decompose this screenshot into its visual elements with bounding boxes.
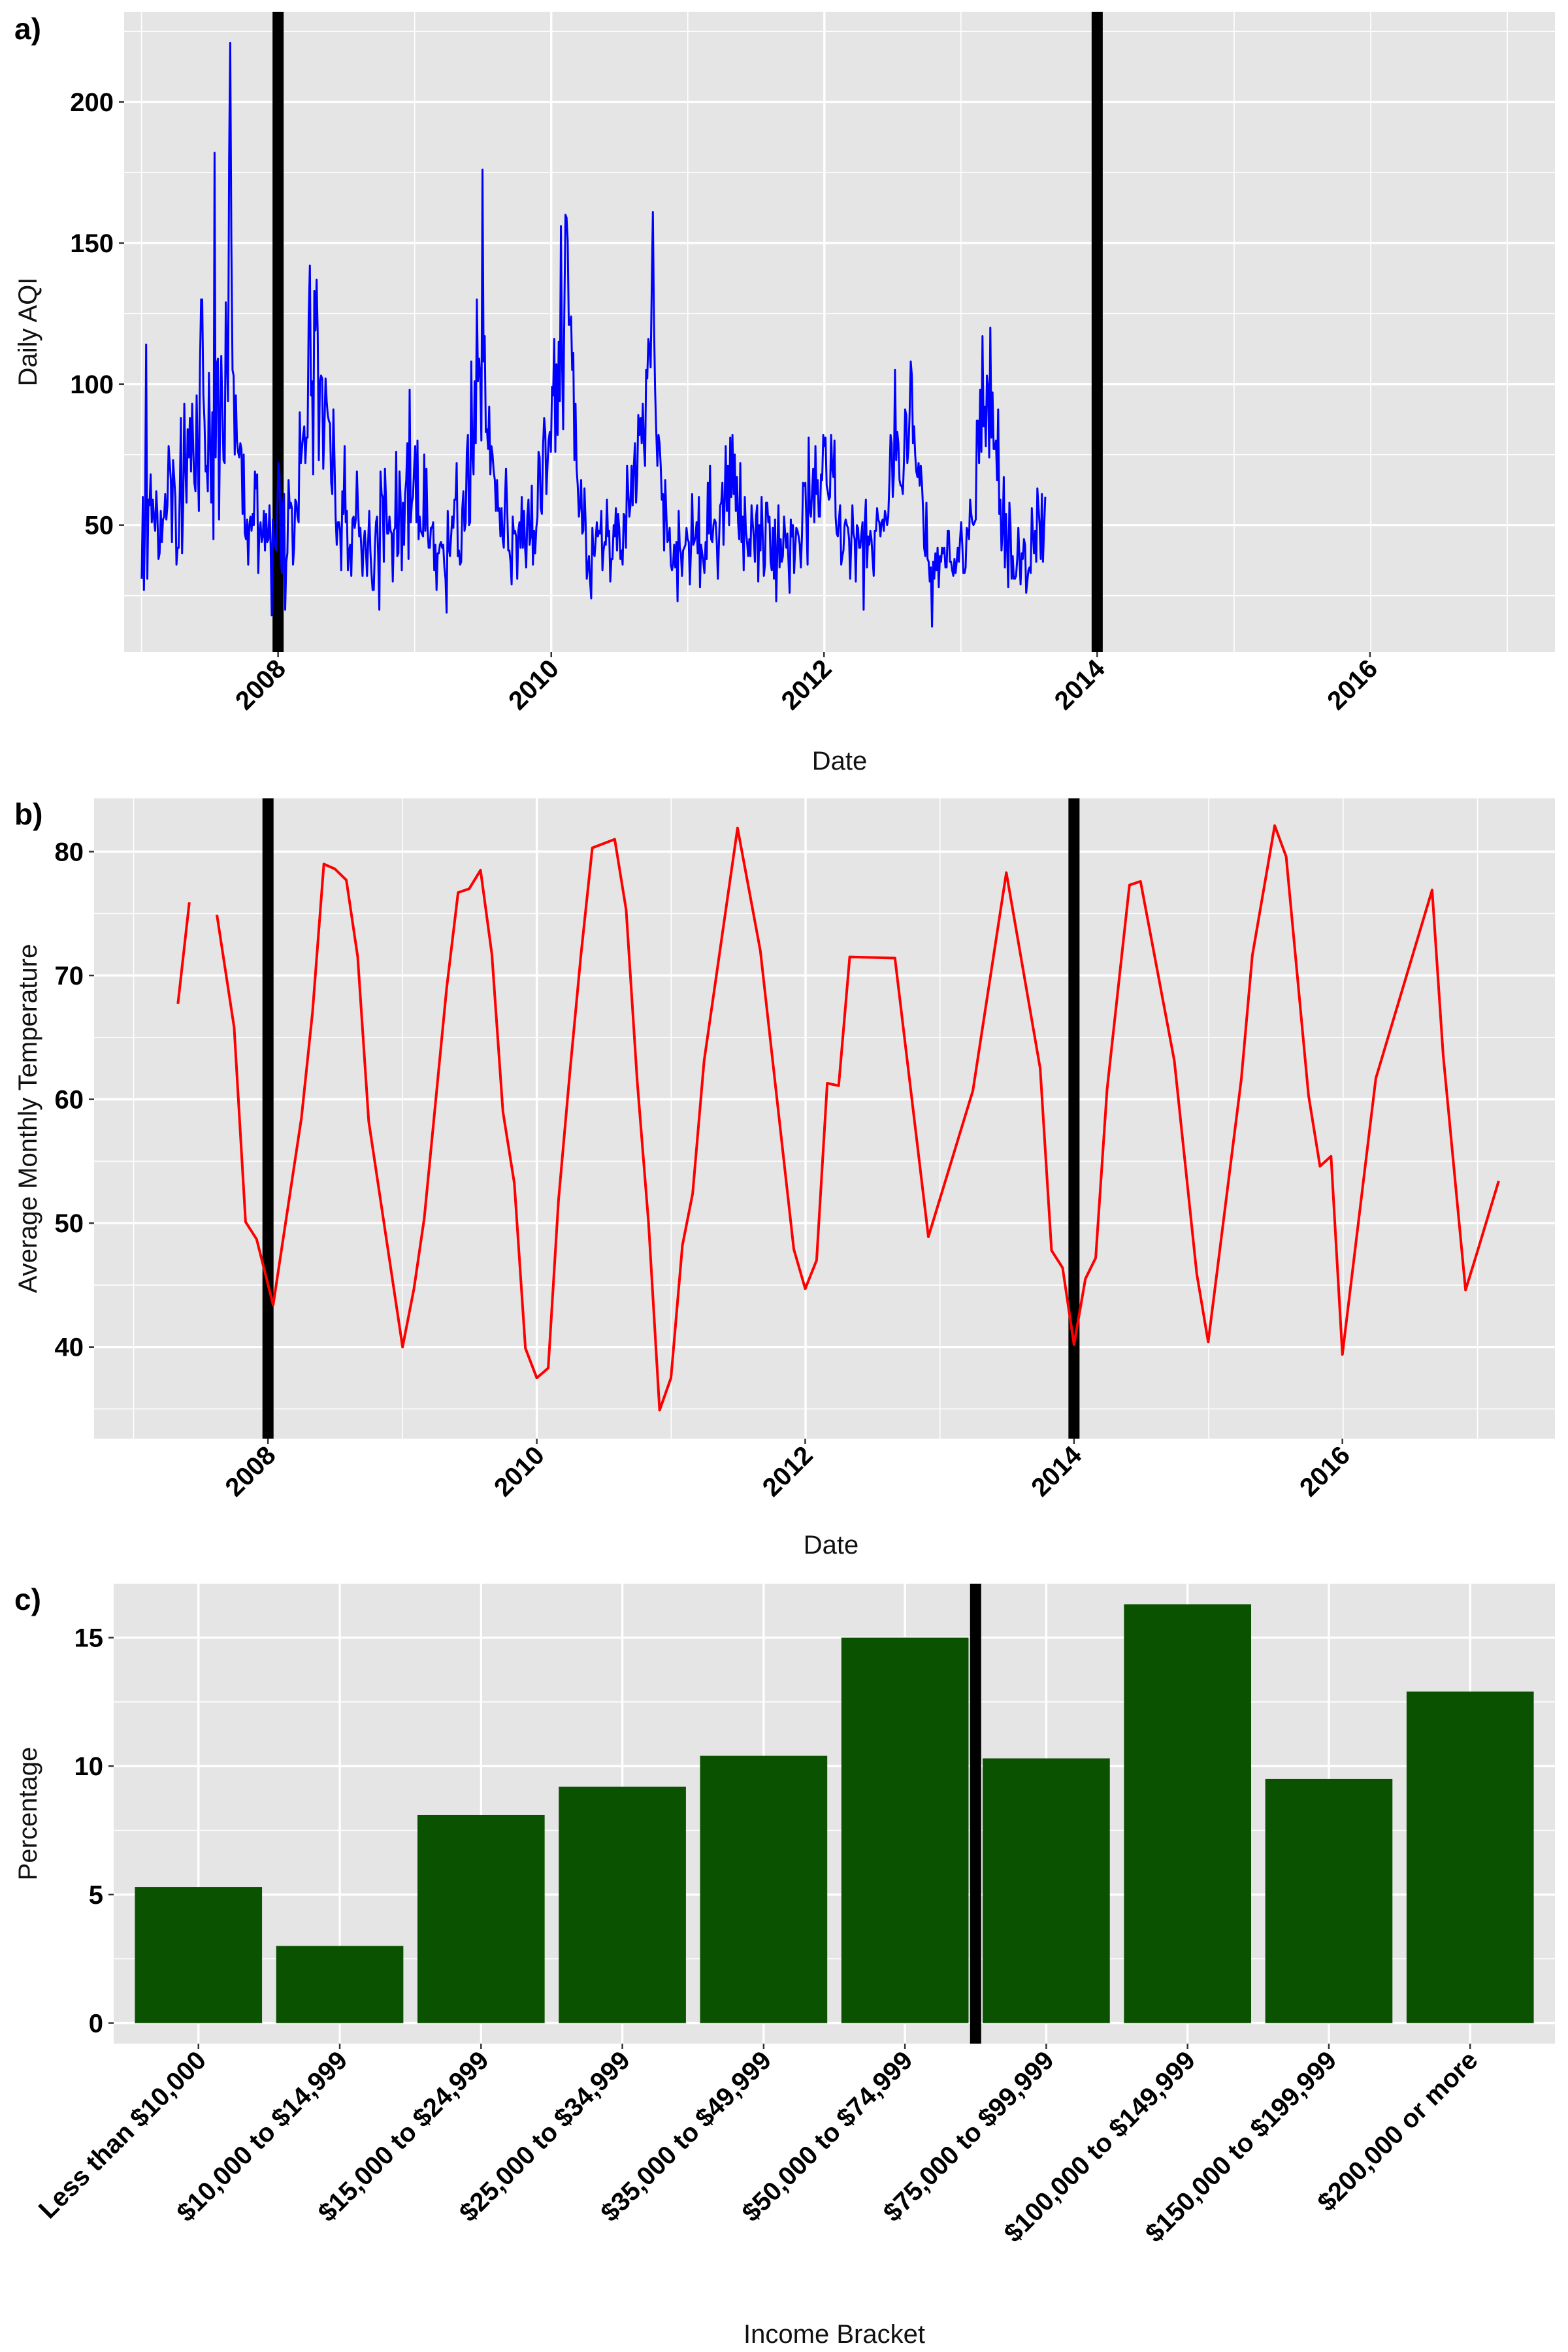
income-bar bbox=[135, 1887, 263, 2023]
y-tick-label: 0 bbox=[89, 2010, 103, 2038]
panel-b-x-axis-title: Date bbox=[804, 1531, 859, 1560]
x-tick-label: 2016 bbox=[1294, 1441, 1356, 1502]
panel-b-series bbox=[176, 824, 1500, 1412]
panel-c-x-ticks: Less than $10,000$10,000 to $14,999$15,0… bbox=[33, 2044, 1484, 2248]
panel-b-y-axis-title: Average Monthly Temperature bbox=[14, 944, 42, 1293]
panel-c-y-ticks: 0 5 10 15 bbox=[74, 1624, 114, 2038]
panel-c-y-axis-title: Percentage bbox=[14, 1747, 42, 1881]
x-tick-label: 2010 bbox=[503, 654, 564, 715]
panel-b-vlines bbox=[262, 798, 1080, 1439]
temperature-series-line bbox=[216, 824, 1500, 1412]
x-tick-label: 2014 bbox=[1026, 1441, 1088, 1503]
y-tick-label: 50 bbox=[55, 1209, 84, 1238]
y-tick-label: 5 bbox=[89, 1881, 103, 1910]
income-bar bbox=[1124, 1604, 1252, 2023]
x-tick-label: $200,000 or more bbox=[1312, 2046, 1483, 2217]
income-bar bbox=[841, 1637, 969, 2023]
panel-a-series bbox=[140, 42, 1047, 628]
aqi-series-line bbox=[140, 42, 1047, 628]
panel-a-y-axis-title: Daily AQI bbox=[14, 278, 42, 387]
x-tick-label: 2008 bbox=[220, 1441, 282, 1502]
y-tick-label: 40 bbox=[55, 1333, 84, 1362]
y-tick-label: 50 bbox=[85, 512, 114, 540]
panel-a-vlines bbox=[272, 12, 1103, 652]
panel-c-bars bbox=[135, 1604, 1534, 2023]
income-bar bbox=[559, 1786, 686, 2023]
panel-c-x-axis-title: Income Bracket bbox=[743, 2320, 925, 2349]
x-tick-label: 2016 bbox=[1322, 654, 1383, 715]
panel-a: a) 50 100 150 200 2008 2010 2012 2014 2016 Date… bbox=[14, 12, 1555, 776]
panel-a-label: a) bbox=[14, 12, 41, 46]
panel-b-label: b) bbox=[14, 797, 42, 831]
panel-a-background bbox=[124, 12, 1555, 652]
panel-a-x-axis-title: Date bbox=[812, 747, 868, 776]
panel-a-y-ticks: 50 100 150 200 bbox=[70, 88, 124, 540]
x-tick-label: 2010 bbox=[489, 1441, 550, 1502]
x-tick-label: 2012 bbox=[776, 654, 838, 715]
x-tick-label: 2008 bbox=[230, 654, 291, 715]
x-tick-label: 2012 bbox=[757, 1441, 819, 1502]
y-tick-label: 70 bbox=[55, 962, 84, 990]
x-tick-label: 2014 bbox=[1049, 654, 1111, 716]
y-tick-label: 60 bbox=[55, 1086, 84, 1115]
panel-b-y-ticks: 40 50 60 70 80 bbox=[55, 838, 94, 1362]
income-bar bbox=[417, 1814, 545, 2023]
y-tick-label: 100 bbox=[70, 370, 114, 399]
income-bar bbox=[983, 1758, 1110, 2023]
y-tick-label: 15 bbox=[74, 1624, 104, 1653]
income-bar bbox=[1265, 1778, 1393, 2023]
y-tick-label: 150 bbox=[70, 229, 114, 258]
y-tick-label: 10 bbox=[74, 1752, 104, 1781]
panel-c: c) 0 5 10 15 Less than $10,000$10,000 to $1… bbox=[14, 1582, 1555, 2349]
y-tick-label: 200 bbox=[70, 88, 114, 117]
income-bar bbox=[700, 1756, 828, 2023]
temperature-series-line bbox=[176, 902, 191, 1004]
income-bar bbox=[276, 1946, 404, 2023]
panel-b-x-ticks: 2008 2010 2012 2014 2016 bbox=[220, 1439, 1356, 1502]
income-bar bbox=[1406, 1691, 1534, 2023]
y-tick-label: 80 bbox=[55, 838, 84, 867]
panel-c-label: c) bbox=[14, 1582, 41, 1616]
panel-a-x-ticks: 2008 2010 2012 2014 2016 bbox=[230, 652, 1383, 715]
